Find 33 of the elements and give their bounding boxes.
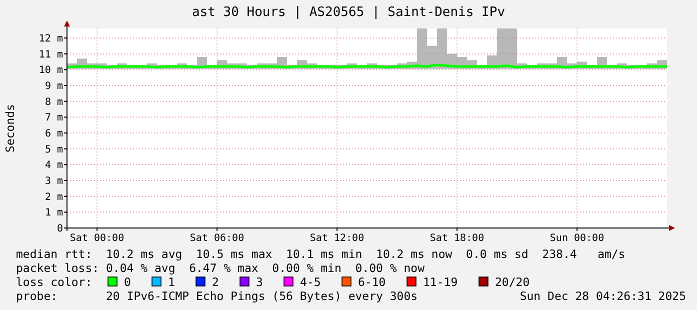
y-tick-label: 10 m bbox=[38, 65, 63, 76]
legend-label: 3 bbox=[256, 275, 263, 289]
text: packet loss: 0.04 % avg 6.47 % max 0.00 % min 0.00 % now bbox=[16, 261, 425, 275]
x-tick-label: Sun 00:00 bbox=[550, 233, 604, 244]
text: Sun Dec 28 04:26:31 2025 bbox=[520, 289, 686, 303]
legend-title: loss color: bbox=[16, 275, 92, 289]
y-axis-title: Seconds bbox=[3, 104, 17, 152]
legend-label: 1 bbox=[168, 275, 175, 289]
y-tick-label: 12 m bbox=[38, 34, 63, 44]
x-tick-label: Sat 06:00 bbox=[190, 233, 244, 244]
y-tick-label: 5 m bbox=[44, 144, 63, 156]
y-tick-label: 7 m bbox=[44, 112, 63, 124]
y-tick-label: 9 m bbox=[44, 81, 63, 92]
legend-label: 20/20 bbox=[495, 275, 530, 289]
y-tick-label: 8 m bbox=[44, 96, 63, 108]
text: probe: 20 IPv6-ICMP Echo Pings (56 Bytes) every 300s bbox=[16, 289, 418, 303]
y-tick-label: 0 bbox=[56, 224, 63, 234]
y-tick-label: 11 m bbox=[38, 49, 63, 60]
y-tick-label: 1 m bbox=[44, 208, 63, 219]
y-tick-label: 6 m bbox=[44, 128, 63, 140]
chart-title: ast 30 Hours | AS20565 | Saint-Denis IPv bbox=[192, 5, 506, 20]
x-tick-label: Sat 18:00 bbox=[430, 233, 484, 244]
legend-label: 2 bbox=[212, 275, 219, 289]
legend-label: 4-5 bbox=[300, 275, 321, 289]
x-tick-label: Sat 12:00 bbox=[310, 233, 364, 244]
y-tick-label: 4 m bbox=[44, 160, 63, 172]
text: median rtt: 10.2 ms avg 10.5 ms max 10.1 ms min 10.2 ms now 0.0 ms sd 238.4 am/s bbox=[16, 247, 626, 261]
legend-label: 0 bbox=[124, 275, 131, 289]
legend-label: 11-19 bbox=[423, 275, 458, 289]
legend-label: 6-10 bbox=[358, 275, 386, 289]
x-tick-label: Sat 00:00 bbox=[70, 233, 124, 244]
y-tick-label: 3 m bbox=[44, 176, 63, 187]
y-tick-label: 2 m bbox=[44, 192, 63, 203]
